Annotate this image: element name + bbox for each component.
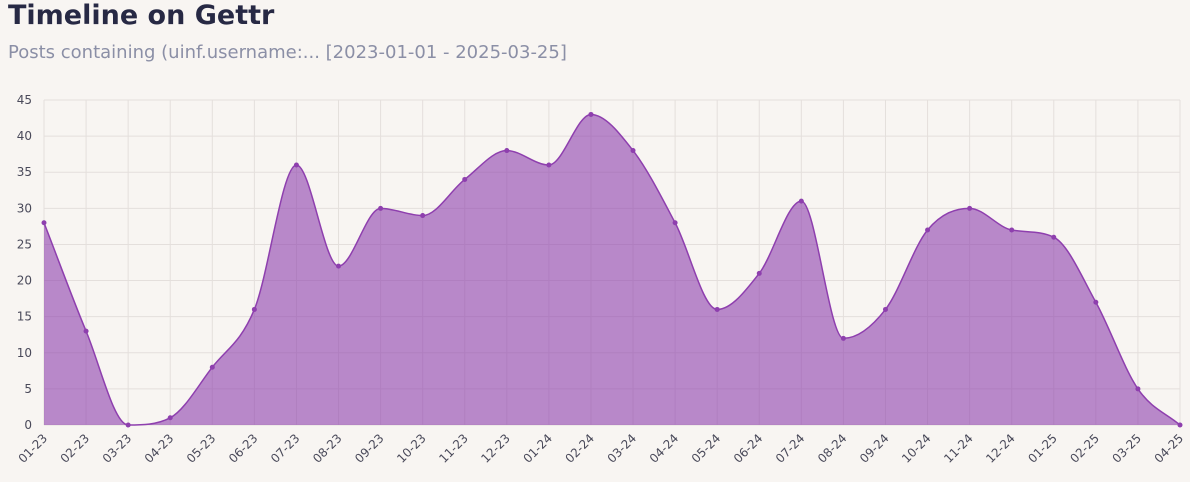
data-point [672,220,678,226]
x-tick-label: 12-24 [983,431,1018,466]
x-tick-label: 08-24 [815,431,850,466]
x-tick-label: 10-23 [394,431,429,466]
x-tick-label: 07-23 [268,431,303,466]
data-point [251,306,257,312]
data-point [588,111,594,117]
data-point [125,422,131,428]
y-tick-label: 0 [24,418,32,432]
data-point [293,162,299,168]
x-tick-label: 09-24 [857,431,892,466]
data-point [882,306,888,312]
y-tick-label: 25 [17,237,32,251]
data-point [546,162,552,168]
x-tick-label: 12-23 [478,431,513,466]
x-tick-label: 04-23 [142,431,177,466]
x-tick-label: 03-25 [1109,431,1144,466]
x-tick-label: 04-25 [1152,431,1187,466]
data-point [167,415,173,421]
x-tick-label: 03-23 [100,431,135,466]
data-point [1009,227,1015,233]
y-tick-label: 40 [17,129,32,143]
x-tick-label: 01-23 [16,431,51,466]
data-point [1177,422,1183,428]
area [44,114,1180,425]
x-tick-label: 08-23 [310,431,345,466]
data-point [209,364,215,370]
x-tick-label: 01-24 [520,431,555,466]
x-tick-label: 11-24 [941,431,976,466]
x-tick-label: 02-23 [58,431,93,466]
x-tick-label: 03-24 [605,431,640,466]
y-tick-label: 35 [17,165,32,179]
data-point [1135,386,1141,392]
data-point [1051,234,1057,240]
y-tick-label: 10 [17,346,32,360]
line [43,113,1181,426]
data-point [378,205,384,211]
data-point [630,148,636,154]
x-tick-label: 02-25 [1067,431,1102,466]
y-tick-label: 45 [17,93,32,107]
data-point [714,306,720,312]
x-tick-label: 04-24 [647,431,682,466]
x-tick-label: 05-24 [689,431,724,466]
x-tick-label: 11-23 [436,431,471,466]
x-tick-label: 07-24 [773,431,808,466]
y-tick-label: 30 [17,201,32,215]
data-point [756,270,762,276]
y-tick-label: 20 [17,274,32,288]
x-tick-label: 06-23 [226,431,261,466]
data-point [504,148,510,154]
x-tick-label: 02-24 [563,431,598,466]
data-point [840,335,846,341]
data-point [1093,299,1099,305]
y-tick-label: 15 [17,310,32,324]
y-tick-label: 5 [24,382,32,396]
chart-subtitle: Posts containing (uinf.username:... [202… [8,42,567,63]
x-tick-label: 05-23 [184,431,219,466]
data-point [967,205,973,211]
x-tick-label: 09-23 [352,431,387,466]
data-point [336,263,342,269]
x-tick-label: 01-25 [1025,431,1060,466]
data-point [41,220,47,226]
data-point [420,213,426,219]
data-point [925,227,931,233]
chart-title: Timeline on Gettr [8,0,275,31]
data-point [83,328,89,334]
x-tick-label: 10-24 [899,431,934,466]
data-point [798,198,804,204]
x-tick-label: 06-24 [731,431,766,466]
data-point [462,176,468,182]
